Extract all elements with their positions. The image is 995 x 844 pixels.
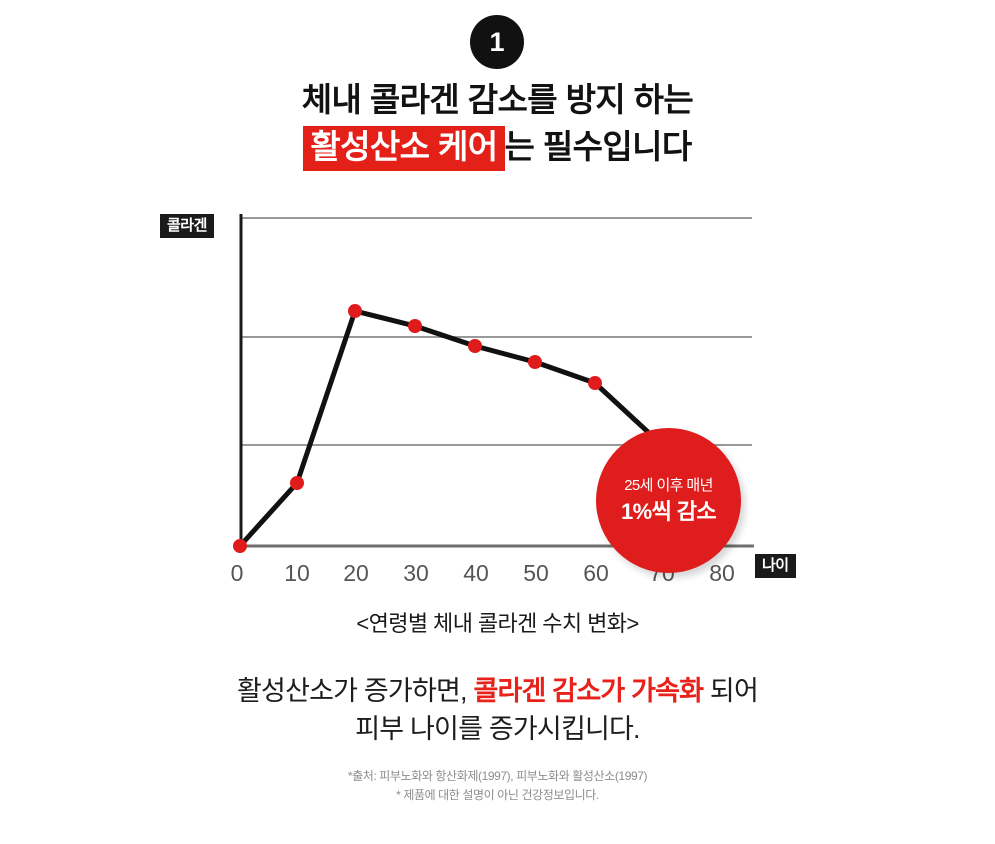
- headline-line-2: 활성산소 케어 는 필수입니다: [0, 125, 995, 171]
- callout-main-text: 1%씩 감소: [620, 498, 717, 524]
- chart-caption: <연령별 체내 콜라겐 수치 변화>: [356, 611, 639, 636]
- svg-text:80: 80: [709, 560, 735, 586]
- svg-text:40: 40: [463, 560, 489, 586]
- conclusion-text: 활성산소가 증가하면, 콜라겐 감소가 가속화 되어 피부 나이를 증가시킵니다…: [0, 672, 995, 749]
- source-line-1: *출처: 피부노화와 항산화제(1997), 피부노화와 활성산소(1997): [347, 769, 648, 783]
- conclusion-line-1-before: 활성산소가 증가하면,: [236, 676, 474, 706]
- headline-line-1: 체내 콜라겐 감소를 방지 하는: [301, 81, 694, 118]
- conclusion-line-2: 피부 나이를 증가시킵니다.: [355, 714, 640, 745]
- chart-canvas: 0 10 20 30 40 50 60 70 80: [231, 214, 754, 586]
- svg-text:50: 50: [523, 560, 549, 586]
- y-axis-label-badge: 콜라겐: [160, 214, 214, 239]
- decline-rate-callout: 25세 이후 매년 1%씩 감소: [596, 428, 741, 573]
- collagen-line-chart: 0 10 20 30 40 50 60 70 80 콜라겐 나이 25세 이후 …: [0, 196, 995, 596]
- conclusion-line-1-after: 되어: [703, 676, 759, 706]
- svg-text:20: 20: [343, 560, 369, 586]
- svg-text:60: 60: [583, 560, 609, 586]
- step-number-badge: 1: [470, 15, 524, 69]
- source-footnotes: *출처: 피부노화와 항산화제(1997), 피부노화와 활성산소(1997) …: [0, 767, 995, 806]
- step-number-label: 1: [489, 26, 505, 57]
- chart-gridlines: [240, 217, 752, 446]
- headline-line-2-rest: 는 필수입니다: [504, 127, 693, 165]
- svg-text:0: 0: [231, 560, 244, 586]
- page-title: 체내 콜라겐 감소를 방지 하는 활성산소 케어 는 필수입니다: [0, 78, 995, 171]
- svg-text:10: 10: [284, 560, 310, 586]
- conclusion-line-1: 활성산소가 증가하면, 콜라겐 감소가 가속화 되어: [0, 672, 995, 710]
- svg-text:30: 30: [403, 560, 429, 586]
- conclusion-accent: 콜라겐 감소가 가속화: [473, 676, 704, 706]
- headline-highlight: 활성산소 케어: [303, 125, 505, 171]
- x-axis-label-badge: 나이: [755, 554, 796, 579]
- callout-top-text: 25세 이후 매년: [624, 476, 713, 494]
- source-line-2: * 제품에 대한 설명이 아닌 건강정보입니다.: [396, 788, 599, 803]
